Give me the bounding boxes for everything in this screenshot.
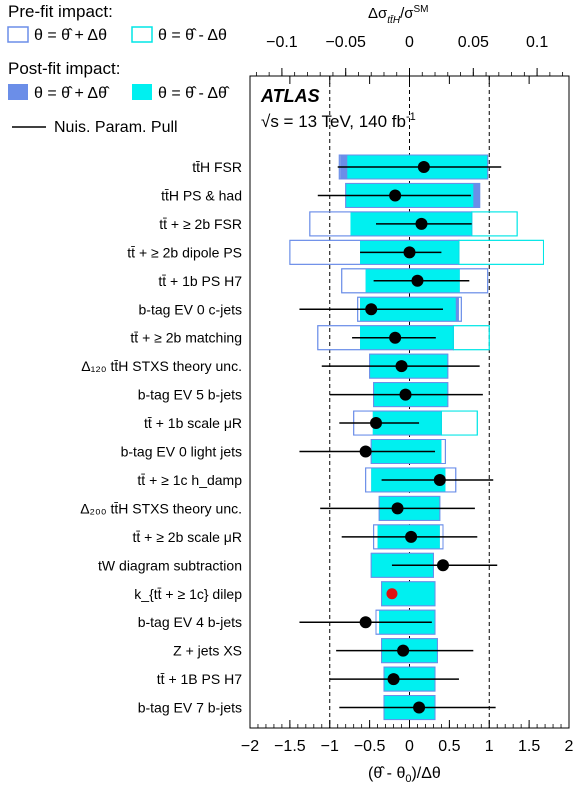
parameter-label: tt̄ + 1b scale μR <box>144 415 242 431</box>
pull-point <box>359 616 372 629</box>
legend-prefit-up-label: θ = θ̂ + Δθ <box>34 27 107 44</box>
pull-point <box>399 388 412 401</box>
top-x-tick-label: −0.1 <box>266 34 298 51</box>
pull-point <box>389 189 402 202</box>
prefit-down-bar <box>440 410 478 436</box>
prefit-down-bar <box>471 211 518 237</box>
pull-point <box>365 303 378 316</box>
legend-postfit-down-label: θ = θ̂ - Δθ̂ <box>158 85 230 102</box>
parameter-label: Δ₁₂₀ tt̄H STXS theory unc. <box>81 358 242 374</box>
bottom-axis-title: (θ̂ - θ0)/Δθ <box>368 765 441 785</box>
parameter-label: tt̄ + ≥ 2b scale μR <box>132 529 242 545</box>
parameter-label: tW diagram subtraction <box>98 557 242 573</box>
parameter-label: b-tag EV 7 b-jets <box>138 700 242 716</box>
parameter-label: tt̄ + ≥ 1c h_damp <box>137 472 242 488</box>
parameter-label: tt̄ + 1b PS H7 <box>158 273 242 289</box>
pull-point <box>417 161 430 173</box>
pull-point <box>433 473 446 486</box>
parameter-label: tt̄ + ≥ 2b matching <box>130 330 242 346</box>
x-tick-label: −2 <box>241 738 259 755</box>
legend-postfit-down-swatch <box>132 84 152 100</box>
pull-point <box>413 701 426 714</box>
pull-point <box>391 502 404 515</box>
pull-point <box>411 274 424 287</box>
pull-point <box>389 331 402 344</box>
prefit-outline <box>440 410 478 436</box>
parameter-label: b-tag EV 0 light jets <box>121 444 242 460</box>
pull-point <box>395 360 408 373</box>
atlas-label: ATLAS <box>260 86 320 106</box>
parameter-label: tt̄ + ≥ 2b dipole PS <box>127 244 242 260</box>
pull-point <box>397 644 410 657</box>
parameter-label: tt̄H FSR <box>192 159 242 175</box>
pull-point <box>387 673 400 686</box>
energy-lumi-label: √s = 13 TeV, 140 fb-1 <box>261 111 416 131</box>
pull-point <box>370 417 383 430</box>
legend-postfit-up-label: θ = θ̂ + Δθ̂ <box>34 85 110 102</box>
x-tick-label: 1 <box>485 738 494 755</box>
x-tick-label: 2 <box>565 738 574 755</box>
x-tick-label: 0 <box>405 738 414 755</box>
pull-point <box>403 246 416 259</box>
legend-prefit-down-label: θ = θ̂ - Δθ <box>158 27 227 44</box>
legend-postfit-title: Post-fit impact: <box>8 59 120 78</box>
legend-prefit-up-swatch <box>7 26 29 43</box>
pull-point <box>359 445 372 458</box>
x-tick-label: 1.5 <box>518 738 540 755</box>
parameter-label: b-tag EV 5 b-jets <box>138 387 242 403</box>
parameter-label: tt̄ + ≥ 2b FSR <box>159 216 242 232</box>
legend-prefit-down-swatch <box>131 26 153 43</box>
pull-point <box>436 559 449 572</box>
prefit-down-bar <box>458 239 544 265</box>
top-x-tick-label: 0 <box>405 34 414 51</box>
parameter-label: Z + jets XS <box>173 643 242 659</box>
pull-point <box>415 217 428 230</box>
parameter-label: k_{tt̄ + ≥ 1c} dilep <box>134 586 242 602</box>
top-x-tick-label: −0.05 <box>325 34 366 51</box>
x-tick-label: −0.5 <box>354 738 386 755</box>
prefit-outline <box>341 268 489 294</box>
x-tick-label: 0.5 <box>438 738 460 755</box>
prefit-outline <box>471 211 518 237</box>
x-tick-label: −1.5 <box>274 738 306 755</box>
top-x-tick-label: 0.05 <box>458 34 489 51</box>
prefit-down-bar <box>452 325 490 351</box>
top-axis-title: Δσtt̄H/σSM <box>368 4 429 26</box>
parameter-label: Δ₂₀₀ tt̄H STXS theory unc. <box>80 500 242 516</box>
parameter-label: b-tag EV 4 b-jets <box>138 614 242 630</box>
legend: Pre-fit impact: θ = θ̂ + Δθ θ = θ̂ - Δθ … <box>7 2 230 136</box>
prefit-outline <box>458 239 544 265</box>
parameter-label: tt̄H PS & had <box>161 187 242 203</box>
legend-pull-label: Nuis. Param. Pull <box>54 119 178 136</box>
pull-point <box>405 530 418 543</box>
x-tick-label: −1 <box>321 738 339 755</box>
pull-point <box>386 588 398 600</box>
parameter-label: b-tag EV 0 c-jets <box>139 301 243 317</box>
prefit-outline <box>381 581 436 607</box>
prefit-outline <box>452 325 490 351</box>
parameter-label: tt̄ + 1B PS H7 <box>157 671 242 687</box>
legend-postfit-up-swatch <box>8 84 28 100</box>
legend-prefit-title: Pre-fit impact: <box>8 2 113 21</box>
top-x-tick-label: 0.1 <box>526 34 548 51</box>
